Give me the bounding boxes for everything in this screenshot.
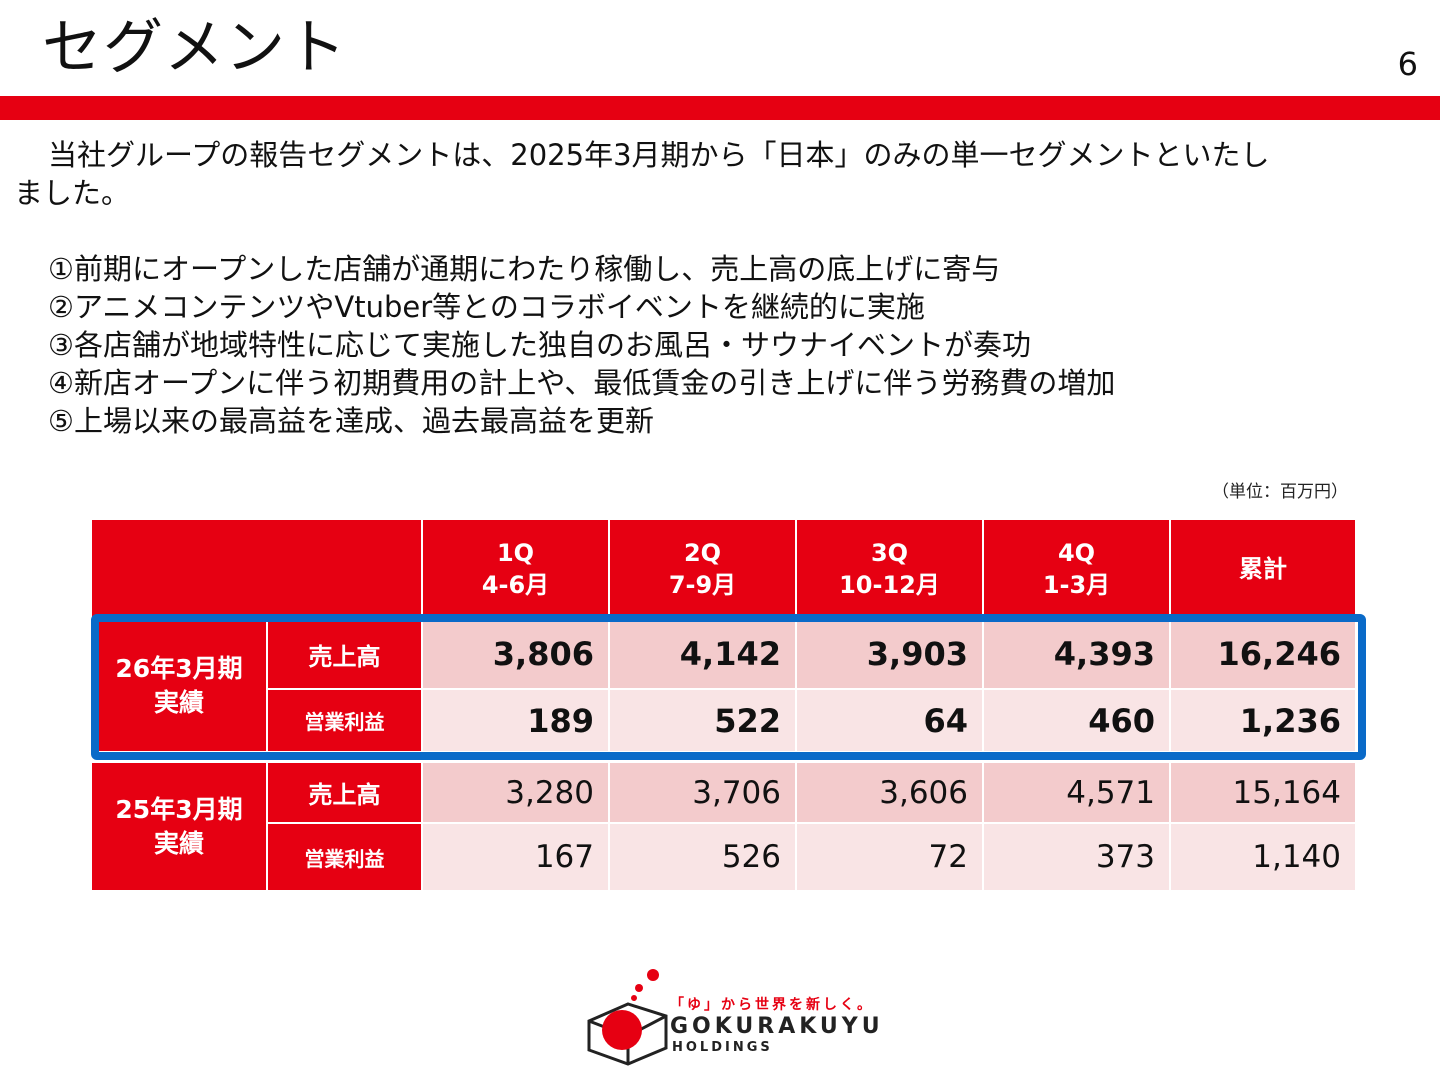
table-cell: 373 [982, 822, 1171, 892]
table-cell: 4,393 [982, 618, 1171, 690]
intro-line-1: 当社グループの報告セグメントは、2025年3月期から「日本」のみの単一セグメント… [48, 138, 1270, 172]
table-cell: 15,164 [1169, 751, 1357, 824]
table-cell: 3,606 [795, 751, 984, 824]
table-row: 26年3月期 実績 売上高 3,806 4,142 3,903 4,393 16,… [90, 618, 1357, 758]
metric-label-operating-profit: 営業利益 [266, 822, 423, 892]
table-cell: 16,246 [1169, 618, 1357, 690]
segment-results-table: 1Q 4-6月 2Q 7-9月 3Q 10-12月 4Q 1-3月 累計 26年3月期実… [90, 518, 1357, 892]
table-cell: 460 [982, 688, 1171, 758]
header-corner [90, 518, 423, 620]
logo-subtitle: HOLDINGS [672, 1040, 773, 1055]
table-cell: 72 [795, 822, 984, 892]
table-cell: 4,571 [982, 751, 1171, 824]
logo-name: GOKURAKUYU [670, 1014, 884, 1039]
page-number: 6 [1397, 45, 1418, 83]
logo-tagline: 「ゆ」から世界を新しく。 [670, 997, 874, 1013]
table-cell: 526 [608, 822, 797, 892]
col-header-total: 累計 [1169, 518, 1357, 620]
table-row: 25年3月期 実績 売上高 3,280 3,706 3,606 4,571 15,… [90, 751, 1357, 892]
key-point: ②アニメコンテンツやVtuber等とのコラボイベントを継続的に実施 [48, 290, 925, 324]
col-header-1q: 1Q 4-6月 [421, 518, 610, 620]
gokurakuyu-logo-icon [587, 969, 668, 1066]
table-cell: 64 [795, 688, 984, 758]
key-point: ⑤上場以来の最高益を達成、過去最高益を更新 [48, 404, 654, 438]
unit-note: （単位：百万円） [1212, 482, 1348, 502]
key-points-list: ①前期にオープンした店舗が通期にわたり稼働し、売上高の底上げに寄与 ②アニメコン… [48, 250, 1115, 440]
table-cell: 3,903 [795, 618, 984, 690]
metric-label-operating-profit: 営業利益 [266, 688, 423, 758]
intro-line-2: ました。 [14, 176, 131, 210]
intro-paragraph: 当社グループの報告セグメントは、2025年3月期から「日本」のみの単一セグメント… [14, 136, 1414, 212]
table-cell: 4,142 [608, 618, 797, 690]
table-cell: 1,140 [1169, 822, 1357, 892]
title-rule [0, 96, 1440, 120]
table-cell: 522 [608, 688, 797, 758]
key-point: ④新店オープンに伴う初期費用の計上や、最低賃金の引き上げに伴う労務費の増加 [48, 366, 1116, 400]
page-title: セグメント [42, 13, 347, 83]
key-point: ①前期にオープンした店舗が通期にわたり稼働し、売上高の底上げに寄与 [48, 252, 1001, 286]
col-header-4q: 4Q 1-3月 [982, 518, 1171, 620]
row-group-fy25: 25年3月期 実績 [90, 751, 268, 892]
table-cell: 1,236 [1169, 688, 1357, 758]
table-cell: 3,706 [608, 751, 797, 824]
table-cell: 189 [421, 688, 610, 758]
row-group-fy26: 26年3月期 実績 [90, 618, 268, 758]
col-header-3q: 3Q 10-12月 [795, 518, 984, 620]
table-row: 営業利益 189 522 64 460 1,236 [91, 688, 1357, 758]
table-cell: 167 [421, 822, 610, 892]
key-point: ③各店舗が地域特性に応じて実施した独自のお風呂・サウナイベントが奏功 [48, 328, 1031, 362]
col-header-2q: 2Q 7-9月 [608, 518, 797, 620]
table-cell: 3,806 [421, 618, 610, 690]
table-cell: 3,280 [421, 751, 610, 824]
metric-label-sales: 売上高 [266, 751, 423, 824]
metric-label-sales: 売上高 [266, 618, 423, 690]
table-row: 営業利益 167 526 72 373 1,140 [91, 822, 1357, 892]
